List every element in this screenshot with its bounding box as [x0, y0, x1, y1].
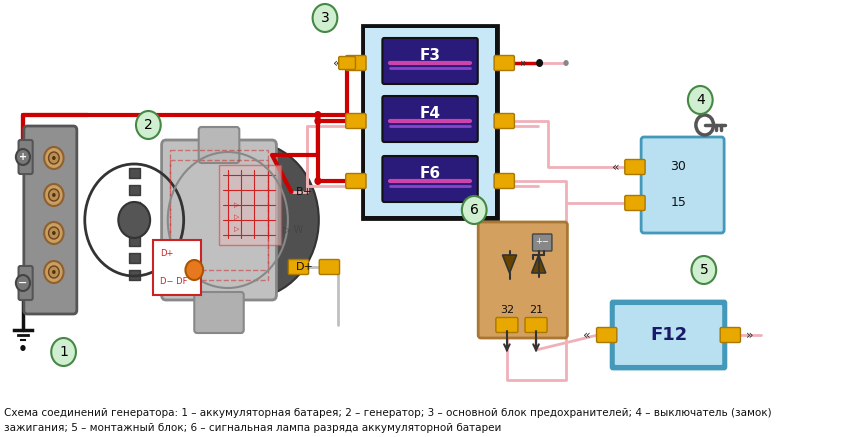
Circle shape	[16, 275, 30, 291]
Circle shape	[51, 338, 76, 366]
Text: 15: 15	[670, 197, 686, 209]
Circle shape	[16, 149, 30, 165]
FancyBboxPatch shape	[346, 55, 366, 70]
FancyBboxPatch shape	[162, 140, 277, 300]
Text: ▷ W: ▷ W	[283, 225, 303, 235]
Circle shape	[44, 184, 64, 206]
Text: «: «	[584, 329, 591, 341]
FancyBboxPatch shape	[494, 55, 515, 70]
Circle shape	[314, 111, 322, 119]
Text: D+: D+	[160, 250, 173, 259]
FancyBboxPatch shape	[533, 234, 552, 251]
Text: ▷: ▷	[234, 202, 240, 208]
Circle shape	[48, 152, 59, 164]
FancyBboxPatch shape	[625, 195, 645, 211]
Text: +: +	[19, 152, 27, 162]
FancyBboxPatch shape	[641, 137, 724, 233]
FancyBboxPatch shape	[525, 318, 547, 333]
FancyBboxPatch shape	[614, 304, 723, 366]
FancyBboxPatch shape	[199, 127, 240, 163]
Polygon shape	[503, 255, 516, 273]
FancyBboxPatch shape	[494, 114, 515, 128]
Circle shape	[44, 261, 64, 283]
FancyBboxPatch shape	[611, 301, 726, 369]
FancyBboxPatch shape	[721, 327, 740, 343]
Text: +−: +−	[535, 237, 549, 246]
Text: 21: 21	[529, 305, 543, 315]
Text: D− DF: D− DF	[160, 277, 188, 287]
Text: »: »	[520, 56, 528, 69]
Text: ▷: ▷	[234, 226, 240, 232]
FancyBboxPatch shape	[339, 56, 356, 69]
Text: B+: B+	[296, 187, 313, 197]
Text: Схема соединений генератора: 1 – аккумуляторная батарея; 2 – генератор; 3 – осно: Схема соединений генератора: 1 – аккумул…	[4, 408, 772, 418]
Circle shape	[563, 60, 568, 66]
FancyBboxPatch shape	[18, 140, 33, 174]
Text: 4: 4	[696, 93, 705, 107]
Circle shape	[462, 196, 487, 224]
FancyBboxPatch shape	[494, 173, 515, 188]
Circle shape	[185, 260, 203, 280]
Circle shape	[52, 156, 55, 160]
Text: F3: F3	[420, 48, 440, 62]
FancyBboxPatch shape	[597, 327, 617, 343]
FancyBboxPatch shape	[219, 165, 281, 245]
Circle shape	[44, 222, 64, 244]
FancyBboxPatch shape	[288, 260, 309, 274]
Text: зажигания; 5 – монтажный блок; 6 – сигнальная лампа разряда аккумуляторной батар: зажигания; 5 – монтажный блок; 6 – сигна…	[4, 423, 502, 433]
FancyBboxPatch shape	[24, 126, 77, 314]
Text: F6: F6	[420, 166, 440, 180]
Circle shape	[181, 142, 319, 298]
Circle shape	[20, 345, 26, 351]
Text: F4: F4	[420, 105, 440, 121]
Circle shape	[44, 147, 64, 169]
Circle shape	[52, 270, 55, 274]
Circle shape	[136, 111, 161, 139]
FancyBboxPatch shape	[362, 25, 498, 219]
Text: 30: 30	[670, 160, 686, 173]
FancyBboxPatch shape	[496, 318, 518, 333]
Circle shape	[312, 4, 337, 32]
FancyBboxPatch shape	[382, 96, 477, 142]
Text: 1: 1	[59, 345, 68, 359]
Text: −: −	[18, 278, 28, 288]
FancyBboxPatch shape	[18, 266, 33, 300]
Text: 6: 6	[470, 203, 478, 217]
FancyBboxPatch shape	[478, 222, 567, 338]
Polygon shape	[532, 255, 546, 273]
Text: D+: D+	[296, 262, 314, 272]
Circle shape	[688, 86, 713, 114]
Text: 5: 5	[700, 263, 708, 277]
Circle shape	[48, 266, 59, 278]
FancyBboxPatch shape	[346, 173, 366, 188]
Text: 32: 32	[500, 305, 514, 315]
FancyBboxPatch shape	[365, 28, 496, 216]
Text: «: «	[612, 160, 619, 173]
Text: »: »	[746, 329, 753, 341]
Text: F12: F12	[650, 326, 687, 344]
Text: «: «	[333, 56, 340, 69]
FancyBboxPatch shape	[625, 160, 645, 174]
Circle shape	[52, 231, 55, 235]
Circle shape	[691, 256, 716, 284]
FancyBboxPatch shape	[346, 114, 366, 128]
Circle shape	[536, 59, 543, 67]
Text: 3: 3	[321, 11, 330, 25]
FancyBboxPatch shape	[319, 260, 340, 274]
Text: ▷: ▷	[234, 214, 240, 220]
FancyBboxPatch shape	[153, 240, 202, 295]
FancyBboxPatch shape	[382, 156, 477, 202]
Text: 2: 2	[144, 118, 153, 132]
Circle shape	[52, 193, 55, 197]
Circle shape	[48, 227, 59, 239]
Circle shape	[314, 177, 322, 185]
FancyBboxPatch shape	[382, 38, 477, 84]
Circle shape	[48, 189, 59, 201]
Circle shape	[314, 117, 322, 125]
Circle shape	[119, 202, 151, 238]
FancyBboxPatch shape	[195, 292, 244, 333]
